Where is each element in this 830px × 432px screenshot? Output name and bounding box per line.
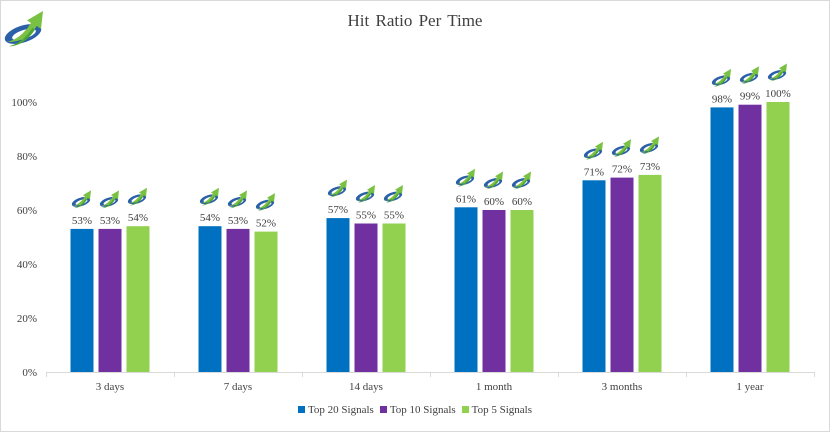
arrow-swoosh-logo-icon <box>326 179 348 199</box>
legend-item: Top 10 Signals <box>379 404 456 416</box>
x-tick-label: 3 days <box>96 381 124 393</box>
legend-swatch <box>461 406 469 413</box>
data-label: 53% <box>72 215 92 227</box>
y-tick-label: 0% <box>22 367 37 379</box>
bar <box>326 218 350 372</box>
arrow-swoosh-logo-icon <box>454 168 476 188</box>
y-tick-label: 100% <box>11 97 37 109</box>
data-label: 60% <box>484 196 504 208</box>
data-label: 61% <box>456 193 476 205</box>
bar <box>638 174 662 372</box>
bar <box>710 107 734 373</box>
arrow-swoosh-logo-icon <box>198 187 220 207</box>
legend-item: Top 20 Signals <box>297 404 374 416</box>
arrow-swoosh-logo-icon <box>638 136 660 155</box>
chart-title: Hit Ratio Per Time <box>347 11 483 30</box>
data-label: 54% <box>200 212 220 224</box>
bar <box>582 180 606 372</box>
arrow-swoosh-logo-icon <box>382 185 404 204</box>
data-label: 55% <box>356 210 376 222</box>
bar <box>70 228 94 372</box>
x-tick-label: 1 month <box>476 381 513 393</box>
data-label: 57% <box>328 204 348 216</box>
arrow-swoosh-logo-icon <box>738 66 760 85</box>
legend-item: Top 5 Signals <box>461 404 533 416</box>
brand-logo-icon <box>2 11 44 48</box>
bar <box>382 223 406 372</box>
arrow-swoosh-logo-icon <box>482 171 504 190</box>
arrow-swoosh-logo-icon <box>70 190 92 209</box>
x-tick-label: 1 year <box>736 381 764 393</box>
x-tick-label: 7 days <box>224 381 252 393</box>
y-tick-label: 60% <box>17 205 37 217</box>
data-label: 53% <box>228 215 248 227</box>
arrow-swoosh-logo-icon <box>98 190 120 209</box>
arrow-swoosh-logo-icon <box>354 185 376 204</box>
arrow-swoosh-logo-icon <box>226 190 248 209</box>
bar <box>454 207 478 372</box>
legend-label: Top 20 Signals <box>307 404 374 416</box>
bar <box>126 226 150 372</box>
data-label: 54% <box>128 212 148 224</box>
bar <box>510 210 534 372</box>
data-label: 72% <box>612 164 632 176</box>
data-label: 99% <box>740 91 760 103</box>
legend-label: Top 5 Signals <box>471 404 533 416</box>
bar <box>766 102 790 372</box>
bar <box>198 226 222 372</box>
data-label: 71% <box>584 166 604 178</box>
bar <box>354 223 378 372</box>
arrow-swoosh-logo-icon <box>582 141 604 161</box>
data-label: 60% <box>512 196 532 208</box>
legend-swatch <box>379 406 387 413</box>
data-label: 52% <box>256 218 276 230</box>
bar <box>482 210 506 372</box>
legend-swatch <box>297 406 305 413</box>
y-tick-label: 80% <box>17 151 37 163</box>
arrow-swoosh-logo-icon <box>710 68 732 88</box>
bar <box>254 231 278 372</box>
y-tick-label: 20% <box>17 313 37 325</box>
x-tick-label: 3 months <box>602 381 643 393</box>
x-tick-label: 14 days <box>349 381 383 393</box>
bar <box>98 228 122 372</box>
data-label: 55% <box>384 210 404 222</box>
bar <box>738 104 762 372</box>
bar <box>610 177 634 372</box>
arrow-swoosh-logo-icon <box>126 187 148 207</box>
arrow-swoosh-logo-icon <box>510 171 532 190</box>
data-label: 73% <box>640 161 660 173</box>
legend-label: Top 10 Signals <box>389 404 456 416</box>
data-label: 98% <box>712 93 732 105</box>
arrow-swoosh-logo-icon <box>610 139 632 158</box>
arrow-swoosh-logo-icon <box>766 63 788 82</box>
bar <box>226 228 250 372</box>
data-label: 100% <box>765 88 791 100</box>
arrow-swoosh-logo-icon <box>254 193 276 212</box>
data-label: 53% <box>100 215 120 227</box>
y-tick-label: 40% <box>17 259 37 271</box>
chart-legend: Top 20 Signals Top 10 Signals Top 5 Signal… <box>0 404 830 416</box>
